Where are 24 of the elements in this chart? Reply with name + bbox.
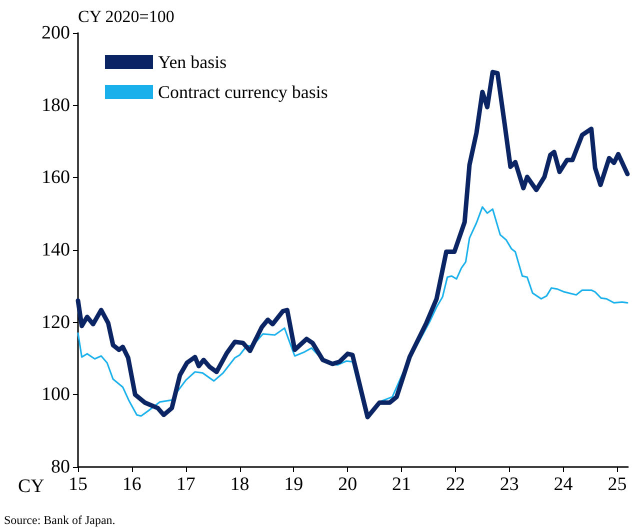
- legend-label: Contract currency basis: [158, 82, 328, 102]
- x-tick-label: 20: [338, 474, 358, 495]
- y-tick-label: 140: [42, 240, 70, 260]
- y-tick-label: 160: [42, 167, 70, 188]
- y-tick-label: 80: [51, 456, 70, 478]
- y-tick-label: 120: [42, 312, 70, 333]
- legend-label: Yen basis: [158, 52, 227, 72]
- line-series: [76, 70, 630, 420]
- y-tick-label: 200: [42, 22, 70, 44]
- x-tick-label: 17: [176, 474, 196, 495]
- y-tick-label: 180: [42, 94, 70, 116]
- y-tick-label: 100: [42, 384, 70, 406]
- y-axis-title: CY 2020=100: [78, 7, 174, 26]
- x-axis-title: CY: [18, 476, 45, 497]
- x-tick-label: 18: [230, 474, 250, 495]
- x-tick-label: 19: [284, 474, 304, 495]
- x-tick-label: 24: [554, 474, 574, 495]
- x-tick-label: 21: [392, 474, 412, 495]
- x-tick-label: 23: [500, 474, 519, 495]
- source-note: Source: Bank of Japan.: [4, 513, 116, 527]
- x-tick-label: 25: [608, 474, 627, 495]
- x-tick-label: 22: [446, 474, 465, 495]
- x-tick-label: 16: [122, 474, 142, 495]
- x-tick-label: 15: [68, 474, 88, 495]
